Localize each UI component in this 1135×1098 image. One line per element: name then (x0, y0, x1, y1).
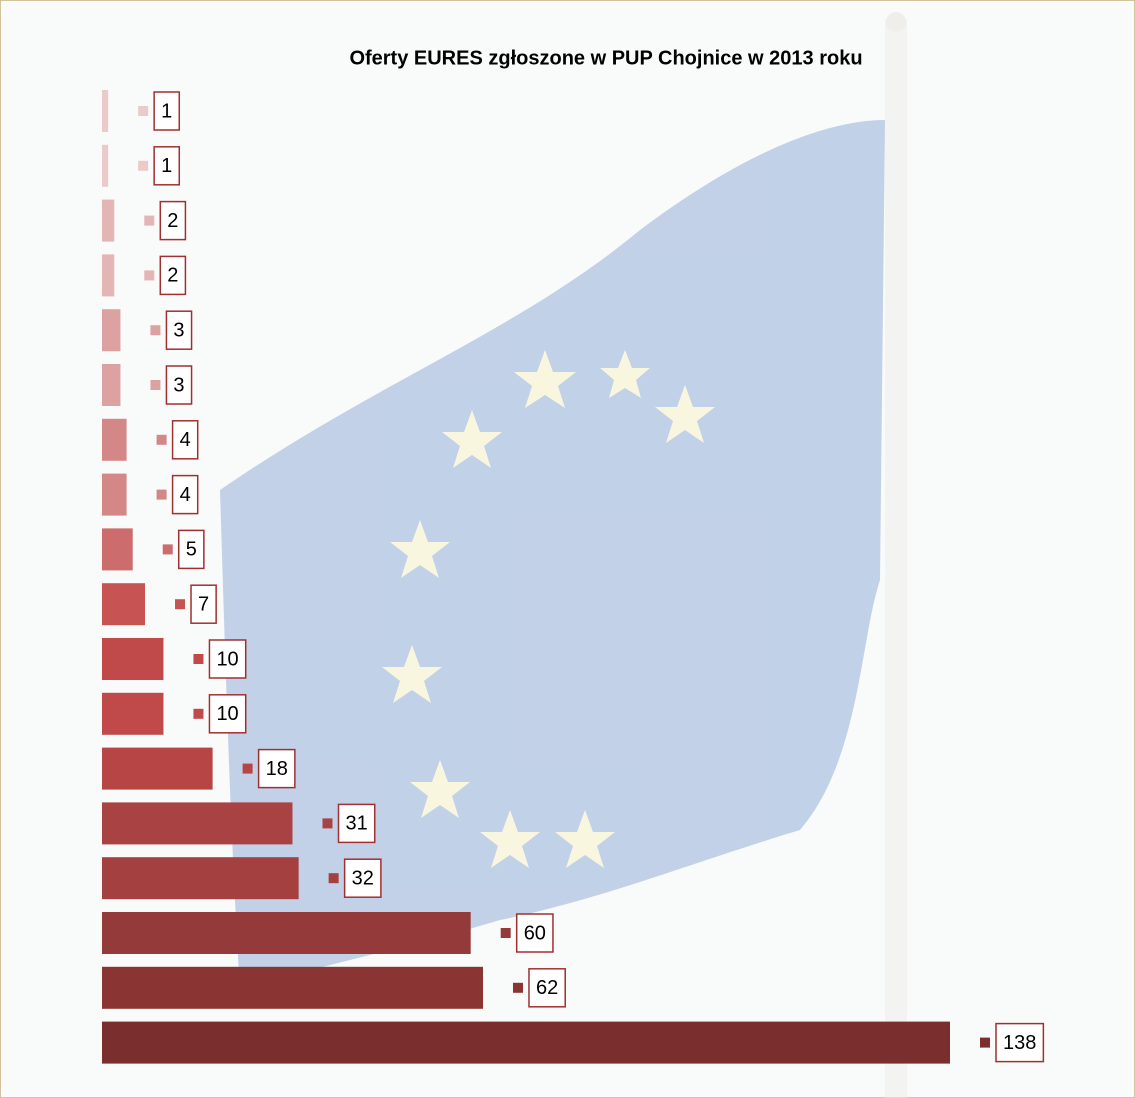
label-box (190, 584, 217, 624)
label-box (177, 529, 205, 570)
label-box (171, 420, 199, 460)
bar (102, 199, 115, 242)
chart-title: Oferty EURES zgłoszone w PUP Chojnice w … (349, 47, 862, 69)
bar (102, 144, 109, 187)
bar (102, 309, 121, 352)
value-label: 4 (180, 484, 191, 506)
value-label: 60 (524, 922, 546, 944)
label-box (343, 858, 382, 898)
marker (144, 215, 155, 226)
bar (102, 912, 471, 954)
value-label: 62 (536, 977, 558, 999)
value-label: 10 (216, 648, 238, 670)
label-box (165, 365, 193, 405)
label-box (159, 200, 187, 241)
background-flag (220, 12, 907, 1098)
label-box (515, 913, 554, 953)
bar (102, 1021, 950, 1064)
label-box (337, 803, 376, 844)
bar (102, 638, 164, 680)
bar (102, 528, 133, 571)
marker (175, 599, 186, 610)
value-label: 31 (345, 813, 367, 835)
value-label: 2 (167, 210, 178, 232)
marker (512, 982, 523, 993)
marker (150, 325, 161, 336)
marker (144, 270, 155, 281)
marker (980, 1037, 990, 1048)
bar (102, 90, 109, 132)
value-label: 5 (186, 539, 197, 561)
value-label: 3 (173, 374, 184, 396)
bar (102, 583, 146, 626)
marker (193, 654, 204, 664)
label-box (528, 968, 566, 1008)
marker (138, 106, 149, 116)
label-box (171, 474, 199, 515)
marker (500, 928, 511, 938)
bar (102, 966, 483, 1009)
value-label: 2 (167, 265, 178, 287)
label-box (208, 639, 247, 679)
value-label: 32 (352, 867, 374, 889)
value-label: 18 (266, 758, 288, 780)
marker (150, 380, 161, 390)
marker (162, 544, 173, 555)
value-label: 1 (161, 155, 172, 177)
value-label: 3 (173, 319, 184, 341)
value-label: 10 (216, 703, 238, 725)
bar (102, 857, 299, 900)
bar (102, 747, 213, 790)
bar (102, 254, 115, 297)
value-label: 4 (180, 429, 191, 451)
bar (102, 473, 127, 516)
value-label: 138 (1003, 1032, 1036, 1054)
bar (102, 418, 127, 461)
marker (322, 818, 333, 829)
marker (138, 160, 149, 171)
label-box (159, 255, 187, 296)
label-box (208, 694, 247, 734)
marker (242, 763, 253, 774)
bar (102, 692, 164, 735)
value-label: 7 (198, 593, 209, 615)
marker (156, 489, 167, 500)
value-label: 1 (161, 100, 172, 122)
marker (328, 873, 339, 884)
bar (102, 364, 121, 406)
marker (193, 708, 204, 719)
marker (156, 434, 167, 445)
bar (102, 802, 293, 845)
label-box (257, 748, 296, 789)
label-box (153, 146, 181, 186)
label-box (153, 91, 181, 131)
label-box (165, 310, 193, 350)
label-box (995, 1022, 1045, 1063)
